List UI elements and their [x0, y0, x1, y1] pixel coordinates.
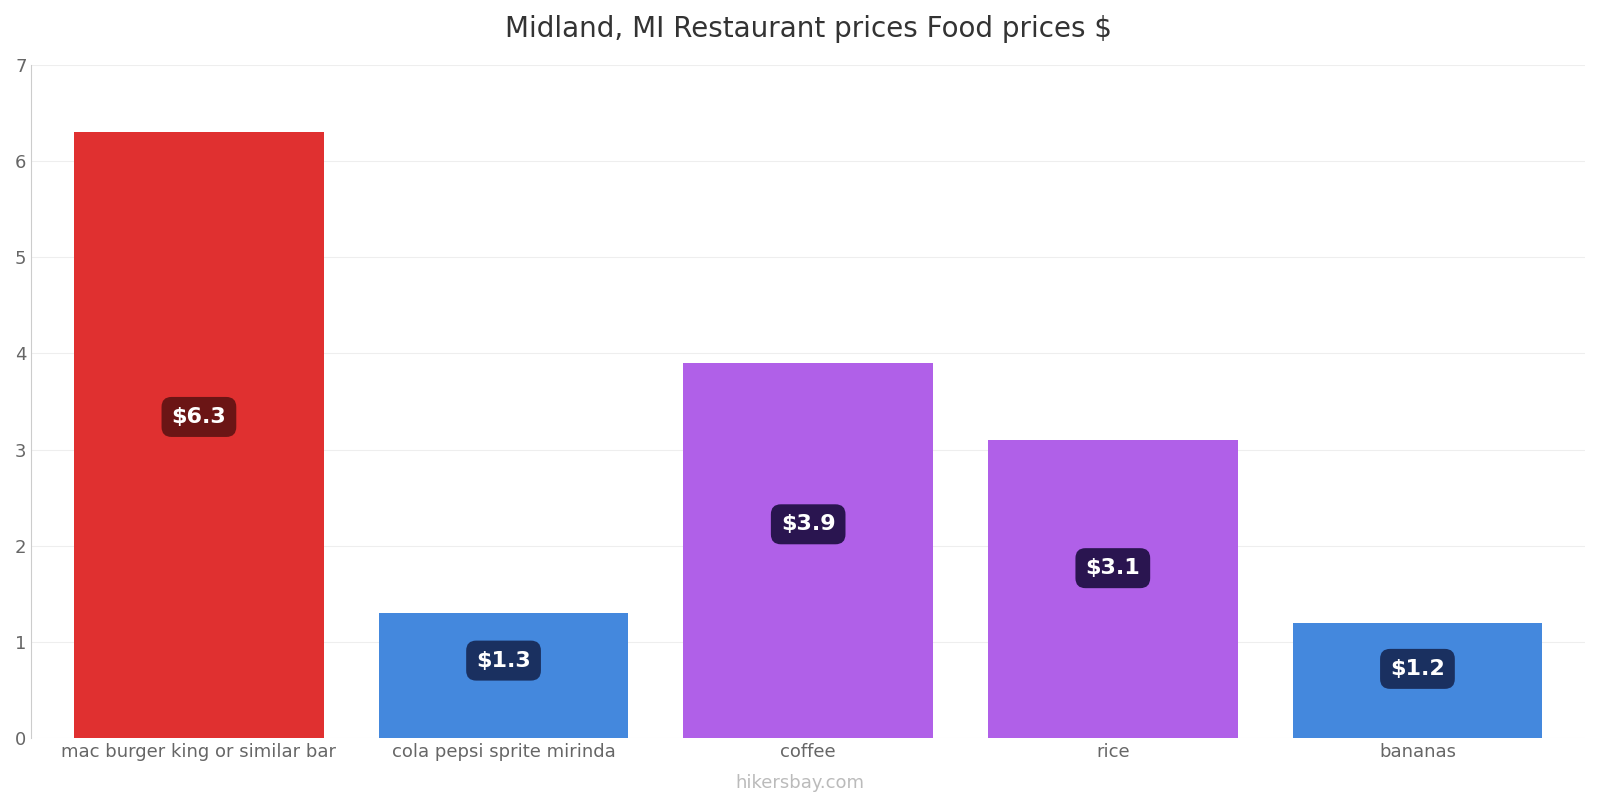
Text: hikersbay.com: hikersbay.com: [736, 774, 864, 792]
Text: $3.9: $3.9: [781, 514, 835, 534]
Bar: [379, 613, 629, 738]
Text: $1.3: $1.3: [477, 650, 531, 670]
Bar: [987, 440, 1238, 738]
Text: $6.3: $6.3: [171, 407, 226, 427]
Text: $1.2: $1.2: [1390, 659, 1445, 679]
Bar: [1293, 622, 1542, 738]
Text: $3.1: $3.1: [1085, 558, 1141, 578]
Bar: [683, 363, 933, 738]
Title: Midland, MI Restaurant prices Food prices $: Midland, MI Restaurant prices Food price…: [504, 15, 1112, 43]
Bar: [74, 132, 323, 738]
